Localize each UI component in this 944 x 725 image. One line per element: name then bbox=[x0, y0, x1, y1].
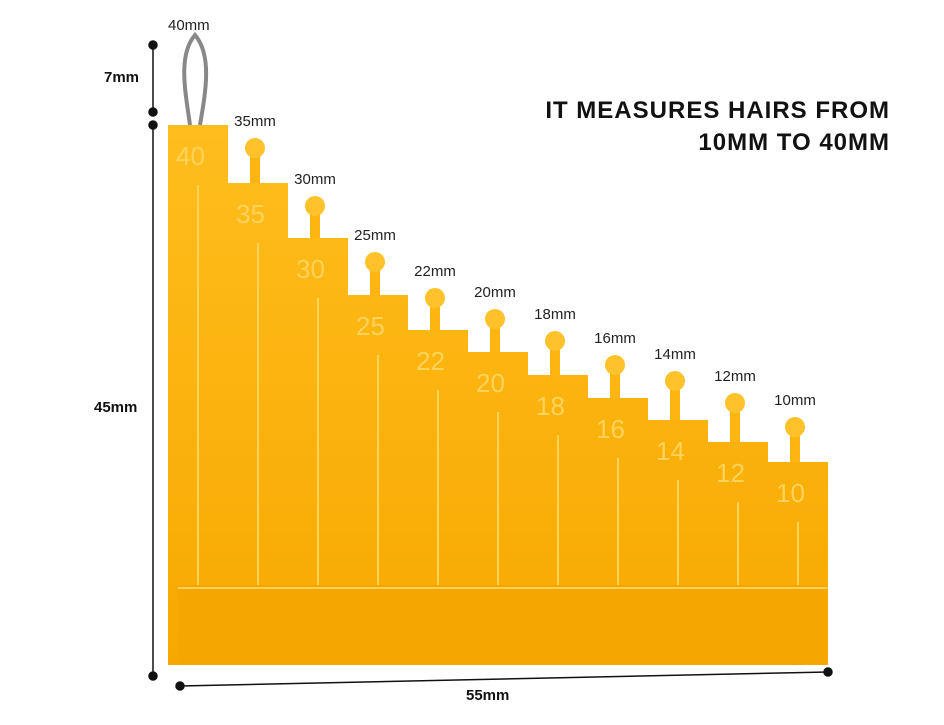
peg bbox=[730, 401, 740, 442]
peg-head bbox=[545, 331, 565, 351]
dimension-lines bbox=[148, 40, 833, 691]
peg bbox=[370, 260, 380, 295]
peg-head bbox=[245, 138, 265, 158]
dimension-label: 45mm bbox=[94, 399, 137, 416]
peg bbox=[790, 425, 800, 462]
embossed-number: 35 bbox=[236, 199, 265, 229]
gauge: 40 35 30 25 22 20 18 16 14 12 10 bbox=[168, 125, 828, 665]
wire-loop bbox=[182, 31, 209, 126]
length-label: 16mm bbox=[594, 330, 636, 347]
length-label: 30mm bbox=[294, 171, 336, 188]
embossed-number: 22 bbox=[416, 346, 445, 376]
peg-head bbox=[665, 371, 685, 391]
embossed-number: 40 bbox=[176, 141, 205, 171]
length-label: 40mm bbox=[168, 17, 210, 34]
dimension-label: 55mm bbox=[466, 687, 509, 704]
length-label: 18mm bbox=[534, 306, 576, 323]
embossed-number: 10 bbox=[776, 478, 805, 508]
peg bbox=[430, 296, 440, 330]
peg bbox=[250, 146, 260, 183]
peg bbox=[550, 339, 560, 375]
headline: IT MEASURES HAIRS FROM bbox=[545, 97, 890, 124]
length-label: 12mm bbox=[714, 368, 756, 385]
gauge-body bbox=[168, 125, 828, 665]
peg-head bbox=[605, 355, 625, 375]
embossed-number: 30 bbox=[296, 254, 325, 284]
peg-head bbox=[425, 288, 445, 308]
length-label: 10mm bbox=[774, 392, 816, 409]
peg-head bbox=[305, 196, 325, 216]
length-label: 35mm bbox=[234, 113, 276, 130]
length-label: 14mm bbox=[654, 346, 696, 363]
peg-head bbox=[725, 393, 745, 413]
peg-head bbox=[365, 252, 385, 272]
embossed-number: 20 bbox=[476, 368, 505, 398]
length-label: 25mm bbox=[354, 227, 396, 244]
peg-head bbox=[785, 417, 805, 437]
peg bbox=[490, 317, 500, 352]
base-band bbox=[178, 585, 828, 665]
peg bbox=[610, 363, 620, 398]
embossed-number: 12 bbox=[716, 458, 745, 488]
length-label: 20mm bbox=[474, 284, 516, 301]
embossed-number: 25 bbox=[356, 311, 385, 341]
peg bbox=[670, 379, 680, 420]
peg-head bbox=[485, 309, 505, 329]
dimension-label: 7mm bbox=[104, 69, 139, 86]
embossed-number: 16 bbox=[596, 414, 625, 444]
headline: 10MM TO 40MM bbox=[698, 129, 890, 156]
peg bbox=[310, 204, 320, 238]
embossed-number: 14 bbox=[656, 436, 685, 466]
length-label: 22mm bbox=[414, 263, 456, 280]
embossed-number: 18 bbox=[536, 391, 565, 421]
